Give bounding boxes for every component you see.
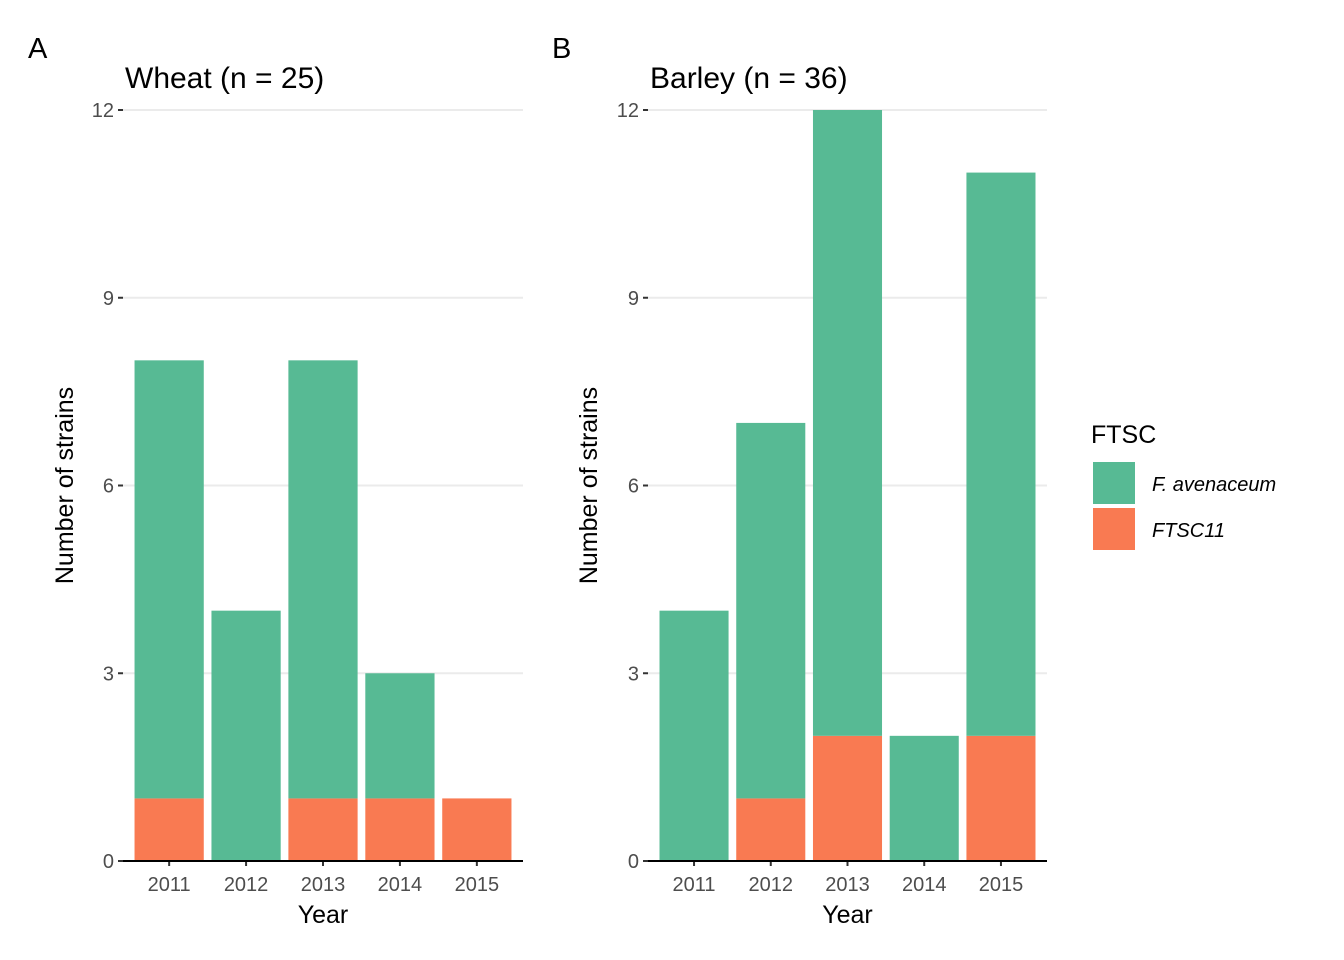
- y-tick-label: 6: [628, 476, 639, 498]
- plot-title: Barley (n = 36): [650, 62, 848, 95]
- y-axis-title: Number of strains: [575, 387, 603, 584]
- bar-f-avenaceum: [812, 110, 883, 736]
- bar-ftsc11: [736, 798, 806, 861]
- bar-f-avenaceum: [966, 172, 1036, 736]
- bar-ftsc11: [966, 735, 1036, 861]
- y-tick-label: 9: [628, 288, 639, 310]
- x-tick-label: 2011: [148, 874, 191, 896]
- bar-f-avenaceum: [211, 610, 281, 861]
- bar-ftsc11: [134, 798, 204, 861]
- x-tick-label: 2015: [455, 874, 500, 896]
- legend-label: FTSC11: [1152, 520, 1225, 542]
- y-tick-label: 3: [103, 663, 114, 685]
- legend-title: FTSC: [1091, 421, 1156, 449]
- y-axis-title: Number of strains: [51, 387, 79, 584]
- panel-letter: A: [28, 33, 48, 65]
- bar-ftsc11: [288, 798, 358, 861]
- legend-key: [1093, 508, 1135, 550]
- bar-f-avenaceum: [736, 422, 806, 799]
- x-tick-label: 2014: [902, 874, 947, 896]
- x-axis-title: Year: [298, 901, 349, 929]
- bar-f-avenaceum: [659, 610, 729, 861]
- y-tick-label: 0: [628, 851, 639, 873]
- x-tick-label: 2013: [825, 874, 870, 896]
- bar-f-avenaceum: [365, 673, 435, 799]
- x-tick-label: 2015: [979, 874, 1024, 896]
- y-tick-label: 0: [103, 851, 114, 873]
- panel-wheat: A Wheat (n = 25) 0 3 6 9 12 2011 2012 2013 2014 201…: [28, 33, 523, 929]
- legend-key: [1093, 462, 1135, 504]
- bar-f-avenaceum: [889, 735, 959, 861]
- y-tick-label: 6: [103, 476, 114, 498]
- bar-ftsc11: [812, 735, 883, 861]
- plot-title: Wheat (n = 25): [125, 62, 324, 95]
- bar-f-avenaceum: [134, 360, 204, 799]
- panel-letter: B: [552, 33, 571, 65]
- legend-label: F. avenaceum: [1152, 474, 1276, 496]
- bar-f-avenaceum: [288, 360, 358, 799]
- panel-barley: B Barley (n = 36) 0 3 6 9 12 2011 2012 2013 2014 20…: [552, 33, 1047, 929]
- legend: FTSC F. avenaceum FTSC11: [1091, 421, 1276, 550]
- x-axis-title: Year: [822, 901, 873, 929]
- y-tick-label: 12: [92, 100, 114, 122]
- y-tick-label: 9: [103, 288, 114, 310]
- bar-ftsc11: [365, 798, 435, 861]
- y-tick-label: 3: [628, 663, 639, 685]
- y-tick-label: 12: [617, 100, 639, 122]
- x-tick-label: 2014: [378, 874, 423, 896]
- x-tick-label: 2012: [224, 874, 269, 896]
- x-tick-label: 2011: [673, 874, 716, 896]
- x-tick-label: 2012: [749, 874, 794, 896]
- x-tick-label: 2013: [301, 874, 346, 896]
- bar-ftsc11: [442, 798, 512, 861]
